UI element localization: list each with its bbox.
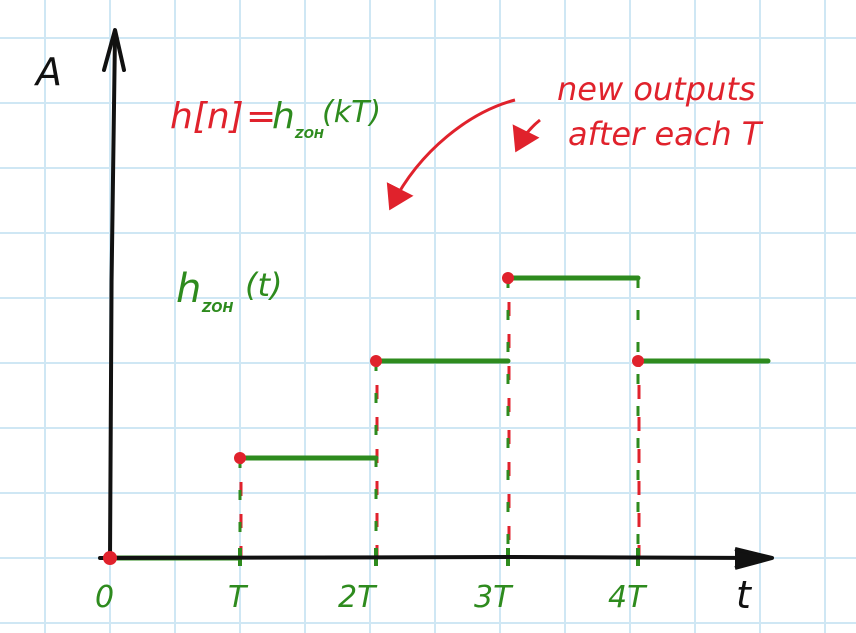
formula-lhs: h[n]: [170, 96, 244, 137]
sample-dashed-lines: [239, 278, 641, 558]
y-axis-arrowhead: [102, 28, 126, 72]
formula-equals: =: [246, 96, 276, 137]
x-axis: [98, 554, 772, 560]
axes: [98, 28, 774, 570]
sample-point: [632, 355, 644, 367]
x-axis-arrowhead: [734, 547, 774, 570]
sample-point: [370, 355, 382, 367]
tick-label-0: 0: [95, 580, 114, 615]
zoh-step-signal: [107, 275, 771, 566]
y-axis: [108, 33, 117, 562]
tick-label-3T: 3T: [474, 580, 514, 615]
formula-arg: (kT): [322, 95, 381, 130]
tick-label-T: T: [228, 580, 249, 615]
sample-point: [103, 551, 117, 565]
tick-label-2T: 2T: [338, 580, 378, 615]
annotation-line-2: after each T: [568, 115, 764, 153]
x-axis-label: t: [736, 573, 753, 617]
sample-points: [103, 272, 644, 565]
sample-point: [234, 452, 246, 464]
annotation-arrow-long: [386, 98, 516, 211]
tick-label-4T: 4T: [608, 580, 648, 615]
signal-label: h ZOH (t): [176, 266, 283, 316]
signal-label-arg: (t): [245, 266, 283, 304]
signal-label-subscript: ZOH: [201, 301, 233, 316]
formula-subscript: ZOH: [294, 127, 324, 141]
formula: h[n] = h ZOH (kT): [170, 95, 381, 141]
annotation-line-1: new outputs: [557, 70, 756, 108]
y-axis-label: A: [33, 50, 62, 94]
sample-point: [502, 272, 514, 284]
annotation-arrow-short: [512, 118, 541, 153]
signal-label-h: h: [176, 266, 201, 312]
formula-h: h: [272, 96, 295, 137]
